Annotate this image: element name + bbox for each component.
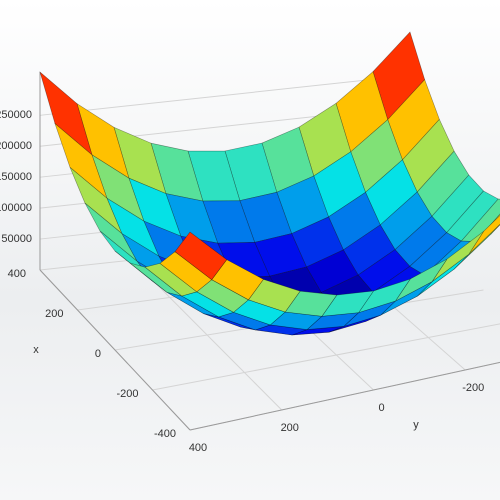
y-axis-label: y — [413, 419, 419, 431]
x-tick-label: 200 — [45, 308, 63, 320]
z-tick-label: 200000 — [0, 140, 32, 152]
x-axis-label: x — [33, 344, 39, 356]
x-tick-label: -400 — [154, 428, 176, 440]
grid-line — [39, 74, 411, 116]
y-tick-label: 400 — [189, 442, 207, 454]
surface-cell — [39, 71, 93, 156]
x-tick-label: 400 — [8, 268, 26, 280]
y-tick-label: -200 — [462, 382, 484, 394]
z-tick-label: 100000 — [0, 202, 32, 214]
grid-line — [132, 259, 283, 411]
x-tick-label: -200 — [116, 388, 138, 400]
x-tick-label: 0 — [95, 348, 101, 360]
surface-cell — [114, 250, 168, 293]
surface — [39, 31, 500, 336]
z-tick-label: 250000 — [0, 109, 32, 121]
axis-labels: x y — [33, 344, 419, 431]
surface-cell — [144, 263, 198, 297]
y-tick-label: 200 — [281, 422, 299, 434]
y-tick-label: 0 — [378, 402, 384, 414]
surface-cell — [129, 262, 182, 297]
z-tick-label: 150000 — [0, 171, 32, 183]
surface-cell — [69, 167, 123, 234]
surface-cell — [174, 231, 228, 281]
z-tick-label: 50000 — [1, 233, 32, 245]
axis-line — [189, 361, 500, 431]
axis-line — [39, 269, 191, 431]
